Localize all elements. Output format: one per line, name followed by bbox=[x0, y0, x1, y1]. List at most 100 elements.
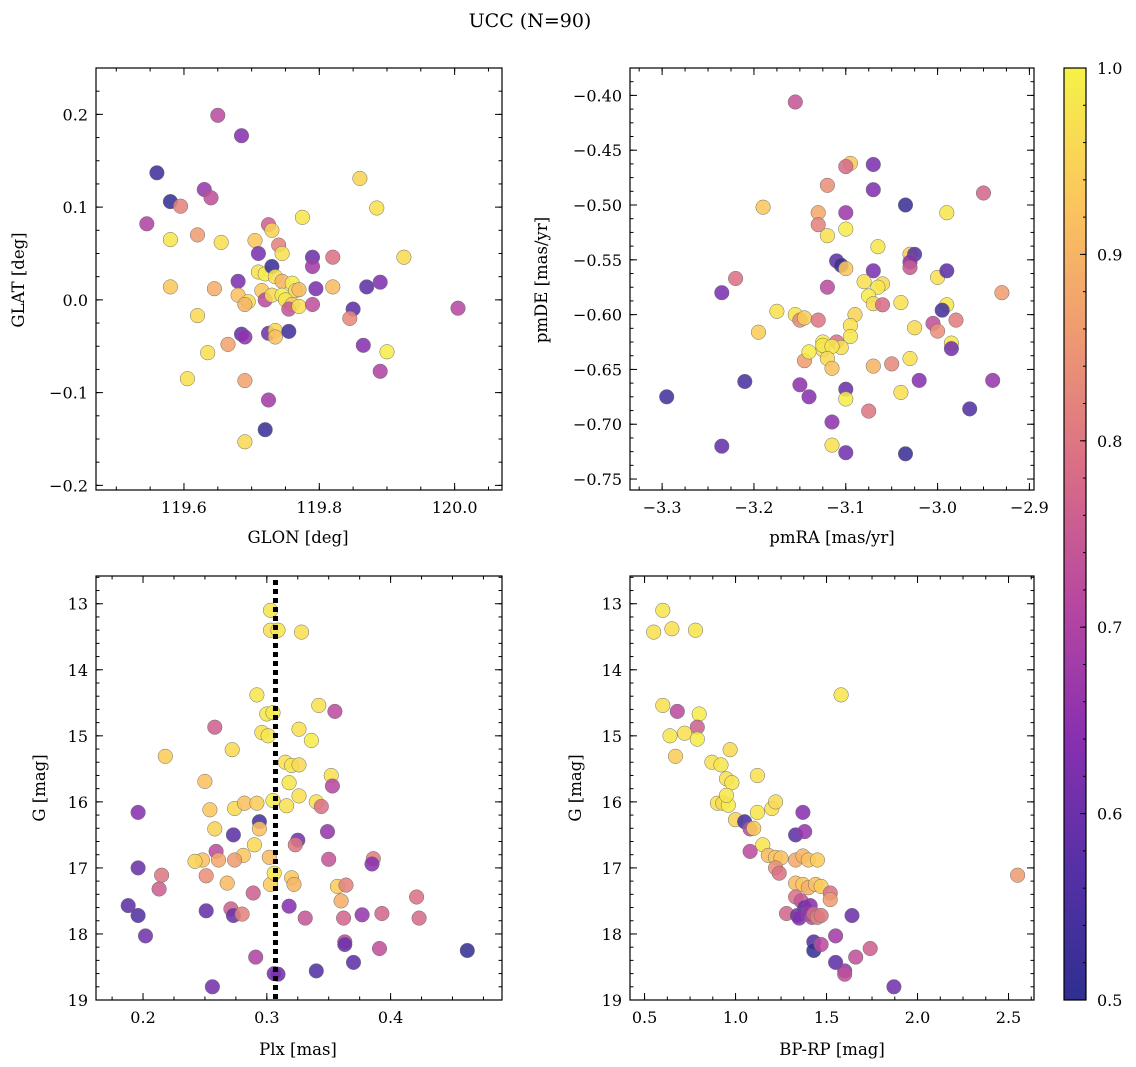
data-point bbox=[197, 773, 213, 789]
data-point bbox=[848, 949, 864, 965]
data-point bbox=[291, 757, 307, 773]
data-point bbox=[746, 820, 762, 836]
data-point bbox=[173, 198, 189, 214]
data-point bbox=[819, 177, 835, 193]
data-point bbox=[714, 285, 730, 301]
y-tick-label: 15 bbox=[68, 727, 88, 746]
data-point bbox=[865, 182, 881, 198]
colorbar-tick-label: 0.5 bbox=[1097, 991, 1122, 1010]
data-point bbox=[396, 249, 412, 265]
data-point bbox=[824, 360, 840, 376]
data-point bbox=[667, 748, 684, 764]
data-point bbox=[308, 963, 324, 979]
data-point bbox=[691, 706, 707, 722]
data-point bbox=[313, 798, 329, 815]
data-point bbox=[291, 788, 307, 804]
colorbar-tick-label: 0.8 bbox=[1097, 432, 1122, 451]
x-tick-label: 120.0 bbox=[432, 498, 478, 517]
data-point bbox=[897, 446, 914, 462]
colorbar-tick-label: 1.0 bbox=[1097, 59, 1122, 78]
data-point bbox=[842, 328, 858, 345]
x-tick-label: 2.5 bbox=[996, 1008, 1021, 1027]
data-point bbox=[120, 898, 136, 914]
y-tick-label: 18 bbox=[602, 925, 622, 944]
x-tick-label: 1.0 bbox=[723, 1008, 748, 1027]
y-tick-label: −0.2 bbox=[49, 476, 88, 495]
data-point bbox=[364, 856, 380, 872]
y-tick-label: −0.50 bbox=[573, 196, 622, 215]
data-point bbox=[824, 414, 840, 430]
x-tick-label: 0.2 bbox=[130, 1008, 155, 1027]
data-point bbox=[856, 274, 872, 290]
y-tick-label: 0.0 bbox=[63, 291, 88, 310]
data-point bbox=[279, 798, 295, 814]
data-point bbox=[646, 624, 662, 640]
data-point bbox=[372, 363, 388, 379]
panel-bprp-g: BP-RP [mag] G [mag] 0.5 1.0 1.5 2.0 2.5 13 14 1… bbox=[566, 575, 1035, 1059]
y-axis-label: GLAT [deg] bbox=[9, 232, 28, 327]
data-point bbox=[722, 742, 738, 758]
data-point bbox=[189, 308, 206, 324]
data-point bbox=[337, 936, 353, 953]
data-point bbox=[902, 350, 918, 367]
data-point bbox=[308, 281, 324, 297]
data-point bbox=[227, 852, 243, 868]
data-point bbox=[204, 979, 220, 995]
x-tick-label: 0.5 bbox=[632, 1008, 657, 1027]
data-point bbox=[291, 298, 307, 314]
data-point bbox=[861, 403, 877, 419]
data-point bbox=[286, 876, 302, 892]
data-point bbox=[828, 928, 844, 944]
x-tick-label: 2.0 bbox=[905, 1008, 930, 1027]
data-point bbox=[838, 391, 854, 407]
data-point bbox=[162, 279, 178, 295]
data-point bbox=[975, 185, 992, 201]
figure-title: UCC (N=90) bbox=[469, 10, 592, 32]
data-point bbox=[247, 232, 263, 249]
y-tick-label: 0.1 bbox=[63, 198, 88, 217]
data-point bbox=[237, 434, 253, 450]
data-point bbox=[809, 852, 825, 868]
data-point bbox=[837, 966, 853, 982]
data-point bbox=[939, 205, 955, 221]
y-tick-label: 14 bbox=[68, 661, 88, 680]
colorbar-tick-label: 0.9 bbox=[1097, 245, 1122, 264]
x-tick-label: 119.8 bbox=[296, 498, 342, 517]
data-point bbox=[355, 337, 371, 353]
data-point bbox=[130, 804, 146, 820]
data-point bbox=[677, 725, 693, 741]
data-point bbox=[768, 794, 784, 810]
data-point bbox=[293, 624, 310, 640]
data-point bbox=[249, 795, 265, 811]
data-point bbox=[907, 320, 923, 336]
data-point bbox=[379, 344, 395, 360]
data-point bbox=[771, 865, 787, 881]
panel-glon-glat: GLON [deg] GLAT [deg] 119.6 119.8 120.0 0.2… bbox=[9, 67, 503, 547]
colorbar-tick-label: 0.6 bbox=[1097, 805, 1122, 824]
y-tick-label: 19 bbox=[68, 991, 88, 1010]
data-point bbox=[237, 329, 253, 345]
data-point bbox=[200, 345, 216, 361]
data-point bbox=[198, 903, 214, 919]
x-axis-label: BP-RP [mag] bbox=[779, 1040, 885, 1059]
data-point bbox=[893, 295, 909, 311]
data-point bbox=[248, 949, 264, 965]
data-point bbox=[274, 245, 290, 262]
data-point bbox=[311, 697, 327, 713]
y-tick-label: −0.70 bbox=[573, 415, 622, 434]
data-point bbox=[179, 371, 195, 387]
colorbar-tick-label: 0.7 bbox=[1097, 618, 1122, 637]
data-point bbox=[810, 312, 826, 328]
data-point bbox=[838, 221, 854, 237]
y-axis-label: G [mag] bbox=[30, 754, 49, 821]
data-point bbox=[750, 324, 767, 340]
data-point bbox=[795, 804, 811, 820]
data-point bbox=[930, 323, 946, 339]
data-point bbox=[264, 222, 280, 238]
data-point bbox=[865, 156, 881, 173]
data-point bbox=[291, 282, 307, 298]
data-point bbox=[713, 757, 729, 773]
data-point bbox=[865, 263, 881, 279]
data-point bbox=[333, 893, 349, 909]
